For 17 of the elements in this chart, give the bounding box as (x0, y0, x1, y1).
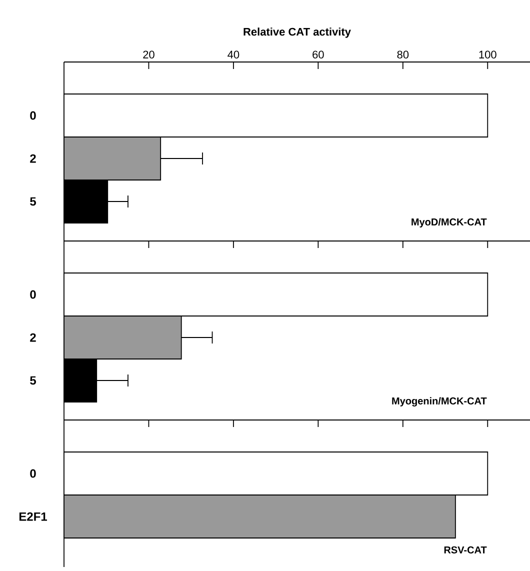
y-tick-label: 0 (30, 111, 36, 120)
x-axis-title: Relative CAT activity (244, 28, 351, 38)
y-tick-label: 0 (30, 469, 36, 478)
y-tick-label: 2 (30, 333, 36, 342)
x-tick-label: 80 (397, 50, 408, 58)
y-tick-label: 5 (30, 197, 36, 206)
annotation: RSV-CAT (444, 546, 487, 554)
y-tick-label: E2F1 (19, 512, 47, 521)
annotation: MyoD/MCK-CAT (411, 218, 487, 228)
y-tick-label: 5 (30, 376, 36, 385)
x-tick-label: 60 (312, 50, 324, 58)
y-tick-label: 0 (30, 290, 36, 299)
y-tick-label: 2 (30, 154, 36, 163)
x-tick-label: 100 (479, 50, 496, 58)
x-tick-label: 20 (142, 50, 154, 58)
annotation: Myogenin/MCK-CAT (392, 397, 487, 406)
x-tick-label: 40 (227, 50, 239, 58)
